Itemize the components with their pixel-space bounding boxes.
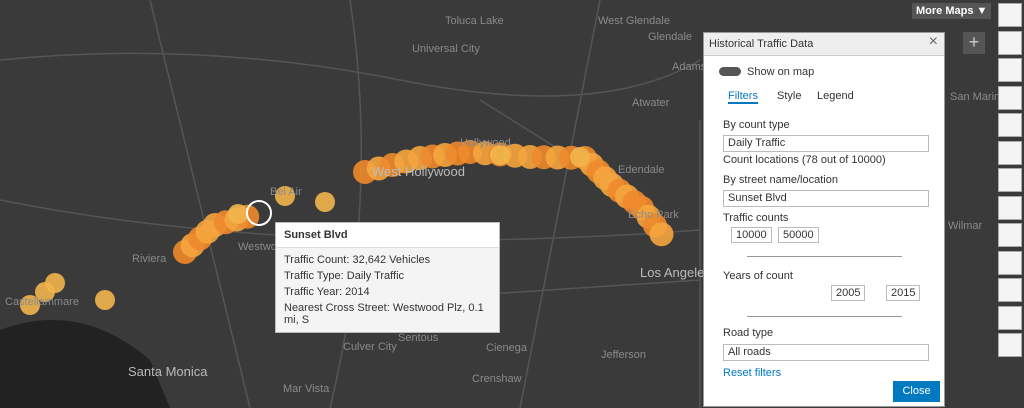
tool-button[interactable]: [998, 140, 1022, 165]
traffic-point: [649, 222, 674, 247]
traffic-point: [228, 204, 248, 224]
tool-button[interactable]: [998, 85, 1022, 110]
label: Traffic counts: [723, 212, 789, 224]
label: By count type: [723, 119, 790, 131]
panel: Historical Traffic Data × Show on map Fi…: [703, 32, 945, 407]
traffic-point: [35, 282, 55, 302]
label: By street name/location: [723, 174, 838, 186]
tool-button[interactable]: [998, 195, 1022, 220]
input[interactable]: Sunset Blvd: [723, 190, 929, 207]
map-label: Toluca Lake: [445, 15, 504, 27]
map-label: Edendale: [618, 164, 665, 176]
map-label: Universal City: [412, 43, 480, 55]
traffic-point: [95, 290, 115, 310]
map-label: San Marino: [950, 91, 1006, 103]
map-label: Riviera: [132, 253, 167, 265]
tab[interactable]: Legend: [817, 90, 854, 102]
tab[interactable]: Style: [777, 90, 802, 102]
tool-button[interactable]: [998, 113, 1022, 137]
close-button[interactable]: Close: [893, 381, 940, 402]
traffic-points: [20, 140, 674, 315]
tool-button[interactable]: [998, 333, 1022, 357]
traffic-point: [20, 295, 40, 315]
popup-row: Traffic Year: 2014: [284, 286, 370, 298]
selected-point: [246, 200, 272, 226]
more-maps-label: More Maps: [916, 5, 974, 17]
map-label: Glendale: [648, 31, 692, 43]
traffic-point: [315, 192, 335, 212]
label: Count locations (78 out of 10000): [723, 154, 886, 166]
popup-row: Traffic Count: 32,642 Vehicles: [284, 254, 431, 266]
toggle-label: Show on map: [747, 66, 815, 78]
map-label: West Glendale: [598, 15, 670, 27]
traffic-point: [490, 145, 510, 165]
ocean: [0, 320, 170, 408]
popup-title: Sunset Blvd: [276, 223, 499, 248]
map-label: Echo Park: [628, 209, 679, 221]
tool-button[interactable]: [998, 58, 1022, 82]
map-label: Jefferson: [601, 349, 646, 361]
map-label: Los Angeles: [640, 265, 711, 280]
map-label: Sentous: [398, 332, 439, 344]
toggle[interactable]: [719, 67, 741, 76]
popup-row: Traffic Type: Daily Traffic: [284, 270, 405, 282]
map-label: Bel Air: [270, 186, 302, 198]
select[interactable]: Daily Traffic: [723, 135, 929, 152]
map-label: Hollywood: [460, 137, 511, 149]
reset-link[interactable]: Reset filters: [723, 367, 782, 379]
tool-button[interactable]: [998, 250, 1022, 275]
label: Road type: [723, 327, 774, 339]
tool-button[interactable]: [998, 223, 1022, 247]
select[interactable]: All roads: [723, 344, 929, 361]
slider-value: 2015: [886, 285, 921, 301]
map-label: Santa Monica: [128, 364, 208, 379]
tool-button[interactable]: [998, 278, 1022, 302]
map-label: Culver City: [343, 341, 397, 353]
map-label: Atwater: [632, 97, 670, 109]
map-label: Castellammare: [5, 296, 79, 308]
slider-track[interactable]: [747, 316, 902, 317]
map-label: Wilmar: [948, 220, 983, 232]
more-maps-button[interactable]: More Maps ▼: [912, 3, 992, 19]
panel-title: Historical Traffic Data: [704, 33, 944, 56]
tool-button[interactable]: [998, 305, 1022, 330]
popup: Sunset Blvd Traffic Count: 32,642 Vehicl…: [275, 222, 500, 333]
tool-button[interactable]: [998, 168, 1022, 192]
slider-track[interactable]: [747, 256, 902, 257]
zoom-in[interactable]: +: [963, 32, 985, 54]
close-x[interactable]: ×: [928, 33, 938, 50]
map-label: Cienega: [486, 342, 528, 354]
map-label: Mar Vista: [283, 383, 330, 395]
slider-value: 2005: [831, 285, 866, 301]
map-label: Crenshaw: [472, 373, 522, 385]
traffic-point: [570, 147, 590, 167]
slider-value: 50000: [778, 227, 819, 243]
popup-row: Nearest Cross Street: Westwood Plz, 0.1 …: [284, 302, 484, 326]
map-label: West Hollywood: [372, 164, 465, 179]
tab[interactable]: Filters: [728, 90, 758, 104]
traffic-point: [275, 186, 295, 206]
label: Years of count: [723, 270, 793, 282]
tool-button[interactable]: [998, 3, 1022, 27]
slider-value: 10000: [731, 227, 772, 243]
tool-button[interactable]: [998, 30, 1022, 55]
